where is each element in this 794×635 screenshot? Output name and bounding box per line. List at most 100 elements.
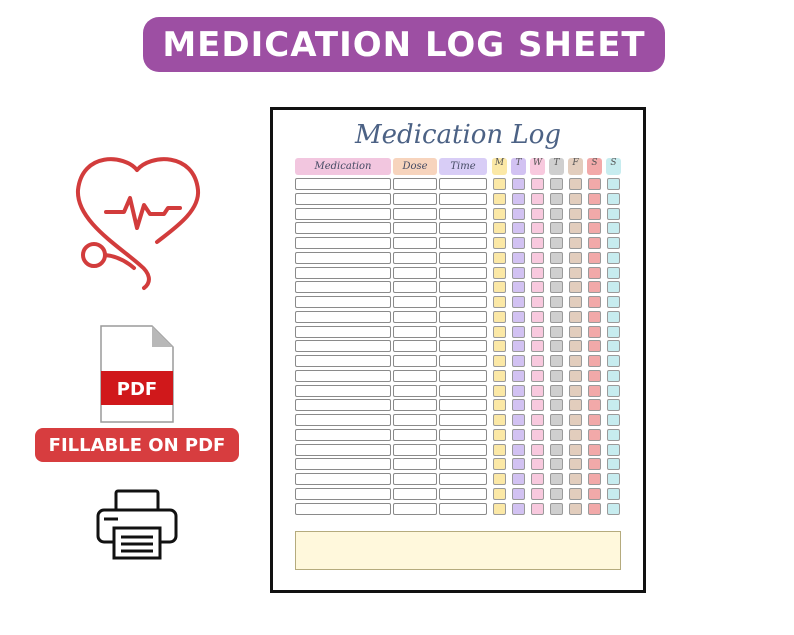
checkbox-sunday[interactable] xyxy=(607,325,620,338)
medication-field[interactable] xyxy=(295,222,391,235)
checkbox-sunday[interactable] xyxy=(607,487,620,500)
checkbox-thursday[interactable] xyxy=(550,428,563,441)
time-field[interactable] xyxy=(439,399,487,412)
dose-field[interactable] xyxy=(393,414,437,426)
checkbox-tuesday[interactable] xyxy=(512,384,525,397)
dose-field[interactable] xyxy=(393,207,437,220)
medication-field[interactable] xyxy=(295,458,391,471)
checkbox-saturday[interactable] xyxy=(588,384,601,397)
checkbox-tuesday[interactable] xyxy=(512,222,525,235)
time-field[interactable] xyxy=(439,222,487,235)
checkbox-friday[interactable] xyxy=(569,251,582,264)
checkbox-saturday[interactable] xyxy=(588,473,601,485)
checkbox-wednesday[interactable] xyxy=(531,384,544,397)
medication-field[interactable] xyxy=(295,473,391,485)
medication-field[interactable] xyxy=(295,384,391,397)
checkbox-tuesday[interactable] xyxy=(512,487,525,500)
checkbox-sunday[interactable] xyxy=(607,384,620,397)
checkbox-monday[interactable] xyxy=(493,192,506,205)
checkbox-tuesday[interactable] xyxy=(512,443,525,456)
dose-field[interactable] xyxy=(393,222,437,235)
medication-field[interactable] xyxy=(295,399,391,412)
checkbox-friday[interactable] xyxy=(569,369,582,382)
medication-field[interactable] xyxy=(295,266,391,279)
medication-field[interactable] xyxy=(295,487,391,500)
checkbox-wednesday[interactable] xyxy=(531,266,544,279)
checkbox-saturday[interactable] xyxy=(588,222,601,235)
checkbox-tuesday[interactable] xyxy=(512,237,525,249)
checkbox-sunday[interactable] xyxy=(607,502,620,515)
time-field[interactable] xyxy=(439,487,487,500)
checkbox-monday[interactable] xyxy=(493,473,506,485)
medication-field[interactable] xyxy=(295,237,391,249)
checkbox-friday[interactable] xyxy=(569,222,582,235)
checkbox-friday[interactable] xyxy=(569,266,582,279)
checkbox-saturday[interactable] xyxy=(588,443,601,456)
time-field[interactable] xyxy=(439,207,487,220)
checkbox-wednesday[interactable] xyxy=(531,369,544,382)
dose-field[interactable] xyxy=(393,192,437,205)
checkbox-monday[interactable] xyxy=(493,443,506,456)
dose-field[interactable] xyxy=(393,266,437,279)
dose-field[interactable] xyxy=(393,502,437,515)
checkbox-monday[interactable] xyxy=(493,487,506,500)
checkbox-friday[interactable] xyxy=(569,340,582,353)
checkbox-monday[interactable] xyxy=(493,178,506,190)
checkbox-sunday[interactable] xyxy=(607,178,620,190)
checkbox-monday[interactable] xyxy=(493,399,506,412)
checkbox-wednesday[interactable] xyxy=(531,399,544,412)
time-field[interactable] xyxy=(439,355,487,367)
time-field[interactable] xyxy=(439,266,487,279)
dose-field[interactable] xyxy=(393,340,437,353)
checkbox-saturday[interactable] xyxy=(588,281,601,294)
medication-field[interactable] xyxy=(295,325,391,338)
checkbox-saturday[interactable] xyxy=(588,487,601,500)
time-field[interactable] xyxy=(439,281,487,294)
dose-field[interactable] xyxy=(393,281,437,294)
checkbox-thursday[interactable] xyxy=(550,296,563,308)
medication-field[interactable] xyxy=(295,414,391,426)
checkbox-monday[interactable] xyxy=(493,414,506,426)
time-field[interactable] xyxy=(439,192,487,205)
time-field[interactable] xyxy=(439,502,487,515)
checkbox-tuesday[interactable] xyxy=(512,369,525,382)
checkbox-tuesday[interactable] xyxy=(512,399,525,412)
checkbox-thursday[interactable] xyxy=(550,325,563,338)
time-field[interactable] xyxy=(439,384,487,397)
checkbox-friday[interactable] xyxy=(569,384,582,397)
checkbox-saturday[interactable] xyxy=(588,207,601,220)
checkbox-friday[interactable] xyxy=(569,443,582,456)
checkbox-wednesday[interactable] xyxy=(531,443,544,456)
checkbox-tuesday[interactable] xyxy=(512,502,525,515)
checkbox-monday[interactable] xyxy=(493,502,506,515)
checkbox-friday[interactable] xyxy=(569,502,582,515)
checkbox-wednesday[interactable] xyxy=(531,310,544,323)
checkbox-tuesday[interactable] xyxy=(512,325,525,338)
checkbox-monday[interactable] xyxy=(493,207,506,220)
checkbox-thursday[interactable] xyxy=(550,281,563,294)
checkbox-monday[interactable] xyxy=(493,340,506,353)
checkbox-saturday[interactable] xyxy=(588,192,601,205)
dose-field[interactable] xyxy=(393,473,437,485)
checkbox-thursday[interactable] xyxy=(550,178,563,190)
checkbox-tuesday[interactable] xyxy=(512,178,525,190)
time-field[interactable] xyxy=(439,414,487,426)
checkbox-sunday[interactable] xyxy=(607,369,620,382)
checkbox-wednesday[interactable] xyxy=(531,458,544,471)
dose-field[interactable] xyxy=(393,384,437,397)
checkbox-saturday[interactable] xyxy=(588,296,601,308)
checkbox-sunday[interactable] xyxy=(607,355,620,367)
checkbox-saturday[interactable] xyxy=(588,458,601,471)
medication-field[interactable] xyxy=(295,443,391,456)
time-field[interactable] xyxy=(439,458,487,471)
checkbox-monday[interactable] xyxy=(493,355,506,367)
checkbox-wednesday[interactable] xyxy=(531,428,544,441)
medication-field[interactable] xyxy=(295,369,391,382)
checkbox-friday[interactable] xyxy=(569,296,582,308)
checkbox-thursday[interactable] xyxy=(550,369,563,382)
checkbox-saturday[interactable] xyxy=(588,266,601,279)
checkbox-friday[interactable] xyxy=(569,458,582,471)
checkbox-monday[interactable] xyxy=(493,222,506,235)
dose-field[interactable] xyxy=(393,237,437,249)
checkbox-thursday[interactable] xyxy=(550,207,563,220)
